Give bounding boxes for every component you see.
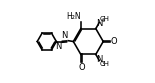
Text: O: O bbox=[78, 63, 85, 72]
Text: O: O bbox=[110, 37, 117, 45]
Text: 3: 3 bbox=[102, 62, 105, 67]
Text: H₂N: H₂N bbox=[66, 12, 80, 21]
Text: 3: 3 bbox=[102, 18, 105, 23]
Text: N: N bbox=[55, 42, 61, 51]
Text: N: N bbox=[61, 31, 67, 40]
Text: N: N bbox=[96, 55, 103, 64]
Text: N: N bbox=[96, 19, 103, 28]
Text: CH: CH bbox=[100, 61, 110, 67]
Text: CH: CH bbox=[100, 16, 110, 22]
